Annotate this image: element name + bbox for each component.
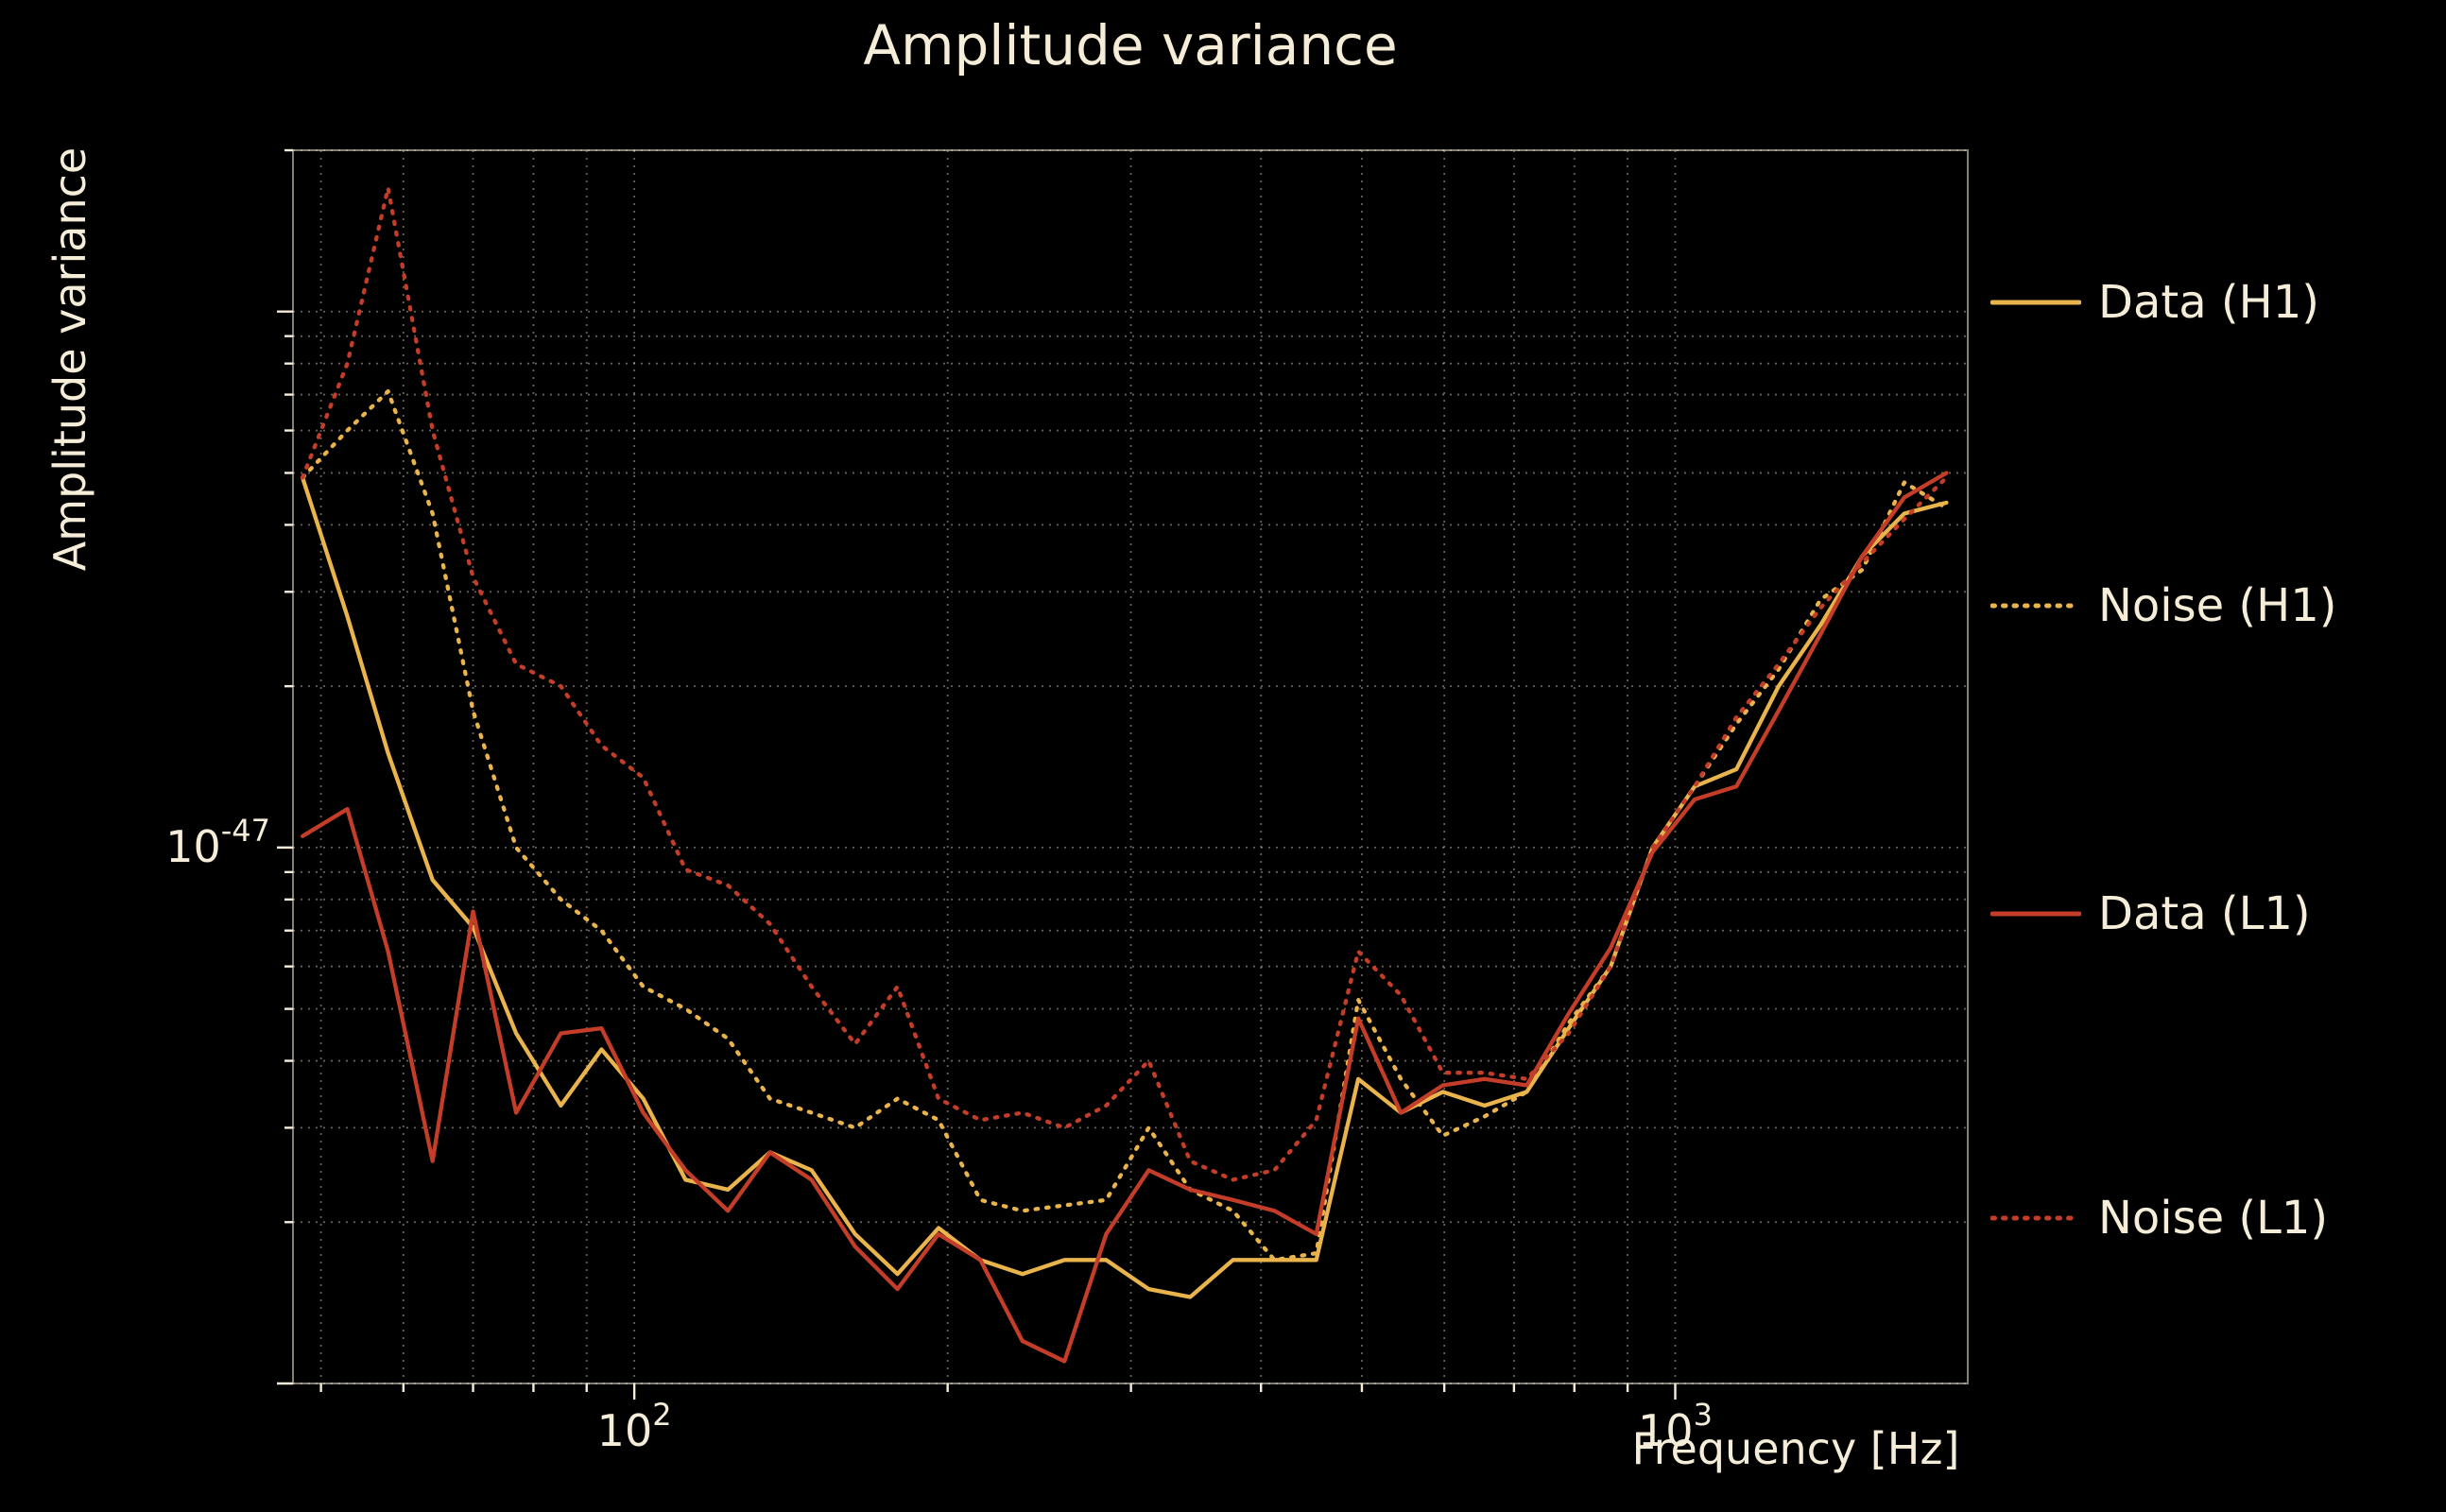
series-line-data-h1 (300, 475, 1949, 1299)
grid-lines (293, 149, 1968, 1384)
series-line-data-l1 (300, 471, 1949, 1364)
legend-item-noise-l1: Noise (L1) (1990, 1192, 2328, 1245)
legend-label-data-l1: Data (L1) (2098, 887, 2311, 940)
y-tick-label: 10-47 (165, 813, 270, 872)
legend-label-noise-h1: Noise (H1) (2098, 579, 2337, 632)
x-tick-label: 102 (597, 1397, 672, 1456)
legend-item-data-l1: Data (L1) (1990, 887, 2311, 940)
series-paths (300, 185, 1949, 1364)
noise-h1-line-sample-icon (1990, 603, 2081, 609)
legend-label-noise-l1: Noise (L1) (2098, 1192, 2329, 1245)
x-axis-label: Frequency [Hz] (1631, 1423, 1960, 1474)
legend-label-data-h1: Data (H1) (2098, 276, 2319, 329)
x-tick-label: 103 (1638, 1397, 1713, 1456)
chart-title: Amplitude variance (863, 13, 1398, 77)
series-line-noise-h1 (300, 388, 1949, 1263)
legend-item-noise-h1: Noise (H1) (1990, 579, 2337, 632)
legend-item-data-h1: Data (H1) (1990, 276, 2319, 329)
series-line-noise-l1 (300, 185, 1949, 1182)
axis-ticks (277, 148, 1677, 1400)
tick-labels: 102 103 10-47 (165, 813, 1713, 1456)
data-l1-line-sample-icon (1990, 911, 2081, 917)
noise-l1-line-sample-icon (1990, 1215, 2081, 1221)
data-h1-line-sample-icon (1990, 300, 2081, 305)
